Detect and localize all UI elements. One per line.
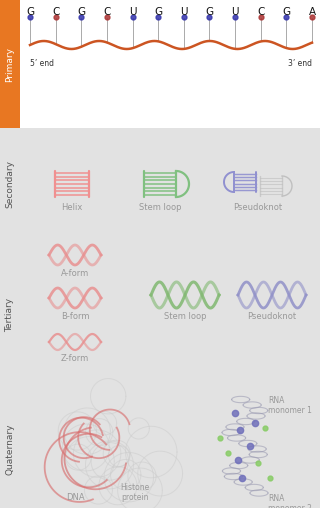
Text: Pseudoknot: Pseudoknot — [233, 203, 283, 212]
Text: 3’ end: 3’ end — [288, 59, 312, 68]
Text: U: U — [231, 7, 239, 17]
Text: Quaternary: Quaternary — [5, 423, 14, 475]
Bar — [0, 0, 20, 128]
Text: Pseudoknot: Pseudoknot — [247, 312, 297, 321]
Text: Primary: Primary — [5, 47, 14, 81]
Text: RNA
monomer 2: RNA monomer 2 — [268, 494, 312, 508]
Bar — [0, 128, 20, 240]
Text: DNA: DNA — [66, 493, 84, 502]
Text: Stem loop: Stem loop — [139, 203, 181, 212]
Bar — [20, 0, 320, 128]
Text: Z-form: Z-form — [61, 354, 89, 363]
Text: B-form: B-form — [61, 312, 89, 321]
Text: G: G — [77, 7, 85, 17]
Text: A: A — [308, 7, 316, 17]
Text: 5’ end: 5’ end — [30, 59, 54, 68]
Text: A-form: A-form — [61, 269, 89, 278]
Text: C: C — [52, 7, 59, 17]
Text: G: G — [154, 7, 162, 17]
Text: U: U — [129, 7, 136, 17]
Text: Secondary: Secondary — [5, 160, 14, 208]
Text: RNA
monomer 1: RNA monomer 1 — [268, 396, 312, 416]
Text: Histone
protein: Histone protein — [120, 483, 150, 502]
Text: C: C — [103, 7, 111, 17]
Text: U: U — [180, 7, 188, 17]
Bar — [0, 390, 20, 508]
Text: Helix: Helix — [61, 203, 83, 212]
Bar — [20, 240, 320, 390]
Text: G: G — [26, 7, 34, 17]
Text: G: G — [205, 7, 213, 17]
Bar — [0, 240, 20, 390]
Bar — [20, 390, 320, 508]
Text: C: C — [257, 7, 264, 17]
Bar — [20, 128, 320, 240]
Text: G: G — [282, 7, 291, 17]
Text: Tertiary: Tertiary — [5, 298, 14, 332]
Text: Stem loop: Stem loop — [164, 312, 206, 321]
